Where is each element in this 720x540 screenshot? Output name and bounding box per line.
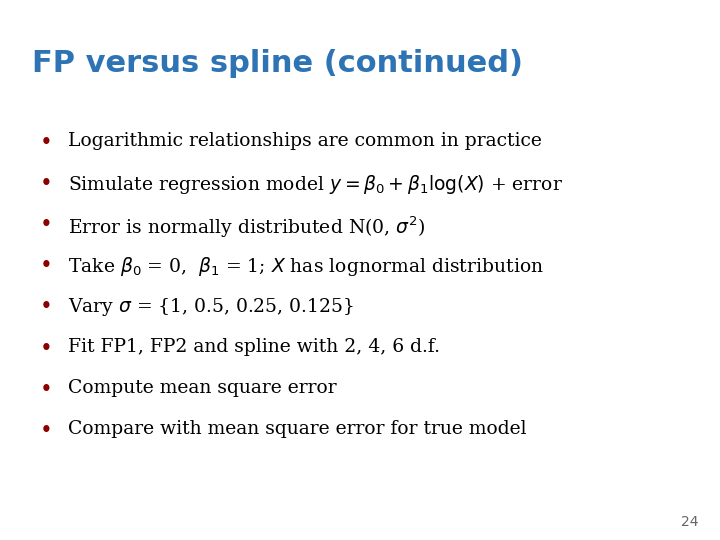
- Text: Simulate regression model $y = \beta_0 + \beta_1\log(X)$ + error: Simulate regression model $y = \beta_0 +…: [68, 173, 564, 197]
- Text: Compute mean square error: Compute mean square error: [68, 379, 337, 396]
- Text: •: •: [40, 420, 53, 442]
- Text: Take $\beta_0$ = 0,  $\beta_1$ = 1; $X$ has lognormal distribution: Take $\beta_0$ = 0, $\beta_1$ = 1; $X$ h…: [68, 255, 544, 279]
- Text: Vary $\sigma$ = {1, 0.5, 0.25, 0.125}: Vary $\sigma$ = {1, 0.5, 0.25, 0.125}: [68, 296, 354, 319]
- Text: •: •: [40, 338, 53, 360]
- Text: •: •: [40, 296, 53, 319]
- Text: •: •: [40, 132, 53, 154]
- Text: •: •: [40, 214, 53, 237]
- Text: Error is normally distributed N(0, $\sigma^2$): Error is normally distributed N(0, $\sig…: [68, 214, 426, 240]
- Text: Logarithmic relationships are common in practice: Logarithmic relationships are common in …: [68, 132, 542, 150]
- Text: FP versus spline (continued): FP versus spline (continued): [32, 49, 523, 78]
- Text: •: •: [40, 379, 53, 401]
- Text: 24: 24: [681, 515, 698, 529]
- Text: •: •: [40, 173, 53, 195]
- Text: •: •: [40, 255, 53, 278]
- Text: Compare with mean square error for true model: Compare with mean square error for true …: [68, 420, 527, 437]
- Text: Fit FP1, FP2 and spline with 2, 4, 6 d.f.: Fit FP1, FP2 and spline with 2, 4, 6 d.f…: [68, 338, 441, 355]
